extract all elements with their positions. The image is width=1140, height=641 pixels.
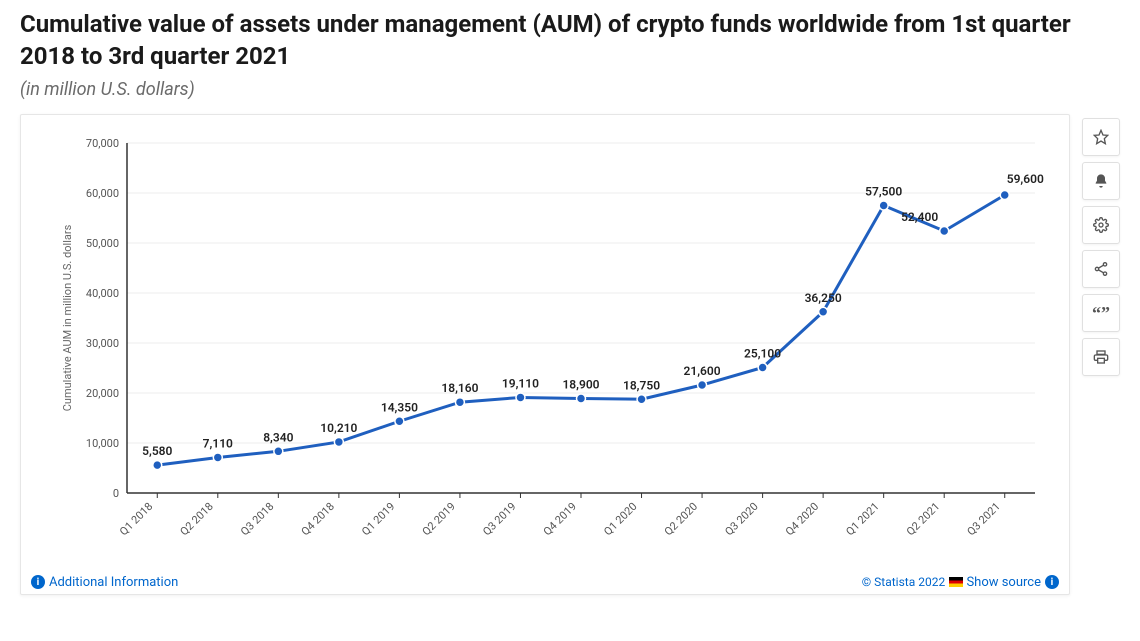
gear-icon bbox=[1093, 217, 1109, 233]
svg-text:14,350: 14,350 bbox=[381, 400, 418, 414]
svg-text:Q3 2018: Q3 2018 bbox=[238, 500, 276, 538]
share-button[interactable] bbox=[1082, 250, 1120, 288]
svg-text:60,000: 60,000 bbox=[86, 187, 119, 200]
svg-text:Q2 2018: Q2 2018 bbox=[178, 500, 216, 538]
copyright-text: © Statista 2022 bbox=[862, 575, 963, 589]
svg-text:Q2 2021: Q2 2021 bbox=[904, 500, 942, 538]
favorite-button[interactable] bbox=[1082, 118, 1120, 156]
svg-text:30,000: 30,000 bbox=[86, 337, 119, 350]
svg-text:19,110: 19,110 bbox=[502, 376, 539, 390]
svg-text:10,000: 10,000 bbox=[86, 437, 119, 450]
svg-text:25,100: 25,100 bbox=[744, 346, 781, 360]
info-icon: i bbox=[31, 575, 45, 589]
settings-button[interactable] bbox=[1082, 206, 1120, 244]
svg-text:7,110: 7,110 bbox=[203, 436, 233, 450]
page-subtitle: (in million U.S. dollars) bbox=[20, 79, 1120, 100]
svg-text:Q2 2019: Q2 2019 bbox=[420, 500, 458, 538]
svg-text:Q4 2019: Q4 2019 bbox=[541, 500, 579, 538]
print-icon bbox=[1093, 349, 1109, 365]
show-source-link[interactable]: Show source i bbox=[966, 575, 1059, 590]
page-title: Cumulative value of assets under managem… bbox=[20, 8, 1120, 73]
svg-text:5,580: 5,580 bbox=[142, 444, 172, 458]
notify-button[interactable] bbox=[1082, 162, 1120, 200]
svg-text:0: 0 bbox=[113, 487, 119, 500]
cite-button[interactable]: “” bbox=[1082, 294, 1120, 332]
flag-icon bbox=[949, 577, 963, 587]
svg-text:70,000: 70,000 bbox=[86, 137, 119, 150]
svg-text:Q3 2021: Q3 2021 bbox=[965, 500, 1003, 538]
svg-text:Q3 2019: Q3 2019 bbox=[480, 500, 518, 538]
svg-text:20,000: 20,000 bbox=[86, 387, 119, 400]
svg-text:59,600: 59,600 bbox=[1007, 172, 1044, 186]
svg-text:Q4 2020: Q4 2020 bbox=[783, 500, 821, 538]
svg-text:40,000: 40,000 bbox=[86, 287, 119, 300]
svg-text:10,210: 10,210 bbox=[320, 421, 357, 435]
chart-card: 0 10,000 20,000 30,000 40,000 50,000 60,000 70,… bbox=[20, 114, 1070, 595]
svg-text:18,750: 18,750 bbox=[623, 378, 660, 392]
svg-text:18,900: 18,900 bbox=[562, 377, 599, 391]
print-button[interactable] bbox=[1082, 338, 1120, 376]
svg-text:Q1 2021: Q1 2021 bbox=[843, 500, 881, 538]
share-icon bbox=[1093, 261, 1109, 277]
svg-text:Q3 2020: Q3 2020 bbox=[722, 500, 760, 538]
svg-text:8,340: 8,340 bbox=[263, 430, 293, 444]
svg-text:50,000: 50,000 bbox=[86, 237, 119, 250]
svg-text:Q1 2020: Q1 2020 bbox=[601, 500, 639, 538]
additional-info-link[interactable]: i Additional Information bbox=[31, 575, 178, 590]
svg-text:Q1 2019: Q1 2019 bbox=[359, 500, 397, 538]
bell-icon bbox=[1093, 173, 1109, 189]
svg-text:52,400: 52,400 bbox=[901, 210, 938, 224]
line-chart: 0 10,000 20,000 30,000 40,000 50,000 60,000 70,… bbox=[31, 125, 1059, 565]
svg-text:57,500: 57,500 bbox=[865, 184, 902, 198]
source-info-icon: i bbox=[1045, 575, 1059, 589]
show-source-label: Show source bbox=[966, 575, 1041, 590]
svg-text:18,160: 18,160 bbox=[441, 381, 478, 395]
svg-text:Q1 2018: Q1 2018 bbox=[117, 500, 155, 538]
quote-icon: “” bbox=[1092, 304, 1110, 322]
svg-text:Q2 2020: Q2 2020 bbox=[662, 500, 700, 538]
additional-info-label: Additional Information bbox=[49, 575, 178, 590]
svg-text:Cumulative AUM in million U.S.: Cumulative AUM in million U.S. dollars bbox=[61, 224, 74, 411]
svg-text:36,250: 36,250 bbox=[805, 291, 842, 305]
star-icon bbox=[1093, 129, 1109, 145]
svg-text:Q4 2018: Q4 2018 bbox=[299, 500, 337, 538]
chart-toolbar: “” bbox=[1082, 114, 1120, 595]
svg-text:21,600: 21,600 bbox=[684, 364, 721, 378]
